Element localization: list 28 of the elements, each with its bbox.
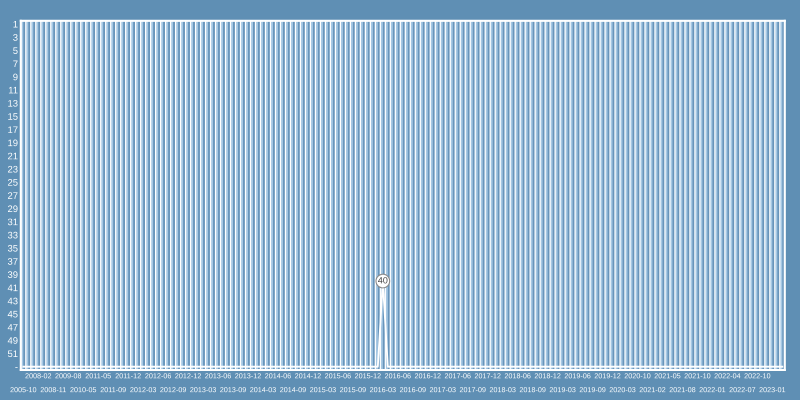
y-tick-label: 27 bbox=[8, 192, 18, 199]
y-tick-label: 9 bbox=[13, 74, 18, 80]
y-tick-label: 17 bbox=[8, 126, 18, 133]
y-tick-label: 31 bbox=[8, 218, 18, 226]
y-tick-label: 37 bbox=[8, 258, 18, 265]
y-tick-label: 13 bbox=[8, 100, 18, 107]
y-tick-label: 11 bbox=[8, 86, 18, 94]
y-tick-label: 49 bbox=[8, 337, 18, 344]
y-tick-label: 39 bbox=[8, 271, 18, 278]
y-tick-label: - bbox=[15, 367, 18, 368]
y-tick-label: 3 bbox=[13, 34, 18, 41]
y-tick-label: 29 bbox=[8, 205, 18, 212]
y-tick-label: 25 bbox=[8, 179, 18, 186]
data-label: 40 bbox=[378, 277, 388, 284]
y-tick-label: 15 bbox=[8, 113, 18, 120]
y-tick-label: 33 bbox=[8, 232, 18, 238]
y-tick-label: 1 bbox=[13, 21, 18, 28]
y-tick-label: 35 bbox=[8, 244, 18, 252]
y-tick-label: 43 bbox=[8, 298, 18, 304]
y-tick-label: 51 bbox=[8, 350, 18, 358]
y-tick-label: 7 bbox=[13, 60, 18, 68]
y-tick-label: 5 bbox=[13, 47, 18, 54]
y-tick-label: 41 bbox=[8, 284, 18, 292]
y-tick-label: 23 bbox=[8, 166, 18, 173]
y-tick-label: 47 bbox=[8, 324, 18, 331]
y-tick-label: 21 bbox=[8, 152, 18, 160]
y-tick-label: 45 bbox=[8, 310, 18, 318]
y-tick-label: 19 bbox=[8, 140, 18, 146]
